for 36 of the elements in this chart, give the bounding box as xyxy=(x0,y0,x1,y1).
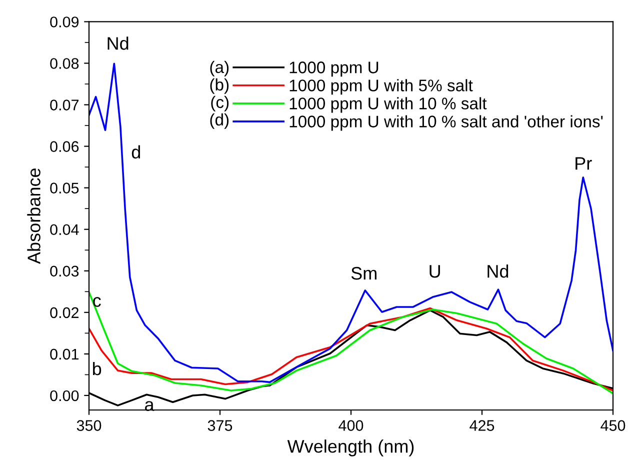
y-tick-label: 0.06 xyxy=(50,141,79,152)
legend-label: 1000 ppm U xyxy=(290,62,378,77)
y-tick-label: 0.02 xyxy=(50,307,79,318)
annotation: (b) xyxy=(210,78,229,94)
y-tick-label: 0.09 xyxy=(50,16,79,28)
y-axis-title: Absorbance xyxy=(27,168,40,264)
x-tick-label: 350 xyxy=(76,420,102,431)
line-series xyxy=(89,307,613,392)
x-tick-label: 400 xyxy=(338,420,364,431)
x-tick-label: 450 xyxy=(600,420,626,431)
annotation: Nd xyxy=(488,264,508,278)
annotation: c xyxy=(93,297,101,307)
annotation: d xyxy=(132,145,140,159)
y-tick-label: 0.01 xyxy=(50,348,79,360)
annotation: (d) xyxy=(210,113,229,129)
x-tick-label: 375 xyxy=(208,420,232,431)
y-tick-label: 0.08 xyxy=(50,58,79,69)
y-tick-label: 0.05 xyxy=(50,182,79,194)
annotation: Sm xyxy=(351,266,376,280)
y-tick-label: 0.03 xyxy=(50,266,79,277)
annotation: b xyxy=(93,362,102,376)
annotation: (c) xyxy=(211,96,229,112)
x-tick-label: 425 xyxy=(470,420,494,431)
line-series xyxy=(89,291,613,394)
x-axis-title: Wvelength (nm) xyxy=(287,440,414,456)
annotation: Nd xyxy=(108,36,128,50)
y-tick-label: 0.04 xyxy=(50,224,79,236)
legend-label: 1000 ppm U with 10 % salt xyxy=(290,97,487,113)
legend-label: 1000 ppm U with 10 % salt and 'other ions' xyxy=(290,115,603,131)
line-series xyxy=(89,62,613,384)
y-tick-label: 0.07 xyxy=(50,100,79,110)
legend-label: 1000 ppm U with 5% salt xyxy=(290,79,473,95)
annotation: Pr xyxy=(576,157,592,170)
y-tick-label: 0.00 xyxy=(50,390,79,402)
annotation: (a) xyxy=(210,60,229,76)
annotation: U xyxy=(430,265,440,278)
